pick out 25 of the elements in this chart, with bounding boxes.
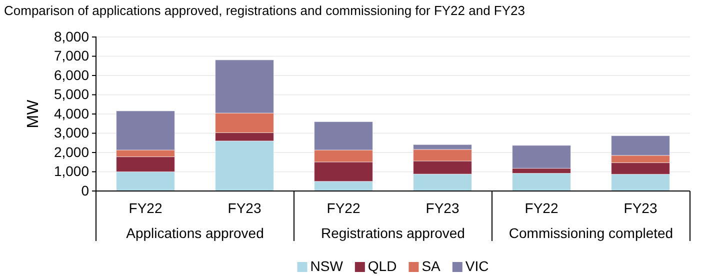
x-tick-label: FY23 xyxy=(624,200,658,216)
y-tick-label: 2,000 xyxy=(54,144,90,160)
chart-title: Comparison of applications approved, registrations and commissioning for FY22 and FY23 xyxy=(4,3,525,18)
text: Registrations approved xyxy=(321,225,465,241)
y-tick-label: 0 xyxy=(81,182,90,198)
x-tick-label: FY22 xyxy=(524,200,558,216)
text: Applications approved xyxy=(126,225,264,241)
x-tick-label: FY22 xyxy=(326,200,360,216)
y-tick-label: 3,000 xyxy=(54,124,90,141)
y-axis-title: MW xyxy=(25,98,42,128)
legend-label: NSW xyxy=(310,258,344,274)
bar xyxy=(512,172,572,192)
legend-label: VIC xyxy=(465,258,489,274)
legend-label: SA xyxy=(422,258,442,274)
y-tick-label: 4,000 xyxy=(54,105,90,122)
x-tick-label: FY23 xyxy=(228,200,262,216)
x-tick-label: FY23 xyxy=(426,200,460,216)
y-tick-label: 5,000 xyxy=(54,86,90,102)
y-tick-label: 6,000 xyxy=(54,66,90,83)
x-tick-label: FY22 xyxy=(128,200,162,216)
y-tick-label: 7,000 xyxy=(54,48,90,64)
y-tick-label: 8,000 xyxy=(54,28,90,44)
y-tick-label: 1,000 xyxy=(54,163,90,180)
legend-label: QLD xyxy=(368,258,397,274)
text: Commissioning completed xyxy=(508,225,674,241)
